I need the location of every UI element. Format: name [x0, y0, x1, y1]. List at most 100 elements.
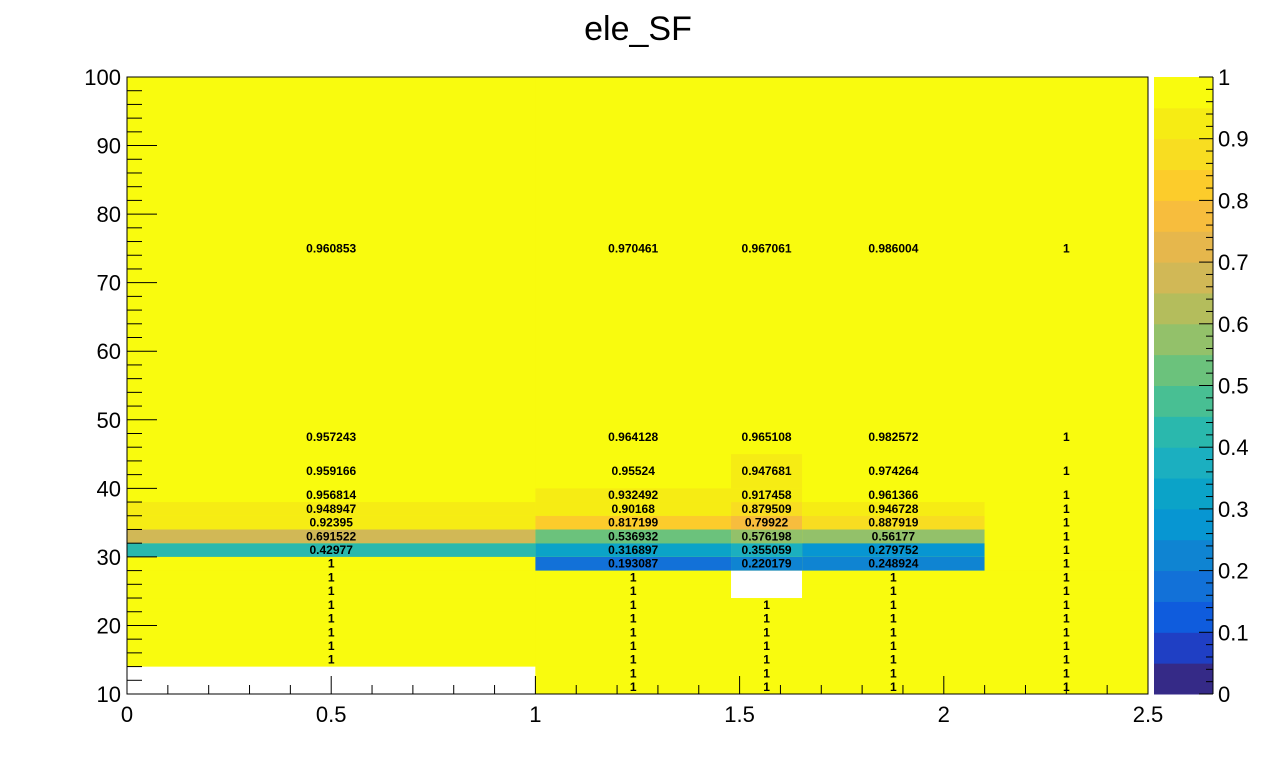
y-tick-label: 10 [97, 682, 121, 707]
y-tick-label: 60 [97, 339, 121, 364]
cell-value-label: 1 [890, 625, 897, 639]
cell-value-label: 1 [890, 639, 897, 653]
heatmap-cell [127, 454, 536, 489]
heatmap-cell-labels: 111111110.429770.6915220.923950.9489470.… [306, 241, 1070, 694]
heatmap-cell [802, 502, 985, 516]
heatmap-cell [731, 652, 803, 667]
cell-value-label: 0.355059 [742, 543, 792, 557]
y-tick-label: 40 [97, 476, 121, 501]
colorbar-segment [1154, 663, 1213, 695]
x-tick-label: 1 [529, 702, 541, 727]
colorbar-segment [1154, 508, 1213, 541]
y-tick-label: 100 [84, 65, 121, 90]
cell-value-label: 1 [763, 625, 770, 639]
heatmap-cell [731, 625, 803, 640]
cell-value-label: 1 [1063, 584, 1070, 598]
heatmap-cell [802, 625, 985, 640]
colorbar-tick-label: 0.9 [1218, 127, 1249, 152]
cell-value-label: 0.986004 [868, 241, 918, 255]
heatmap-cell [802, 529, 985, 544]
cell-value-label: 0.56177 [872, 529, 916, 543]
cell-value-label: 1 [890, 680, 897, 694]
heatmap-cell [802, 652, 985, 667]
cell-value-label: 1 [328, 570, 335, 584]
cell-value-label: 0.193087 [608, 557, 658, 571]
cell-value-label: 1 [1063, 543, 1070, 557]
y-tick-label: 30 [97, 545, 121, 570]
heatmap-cell [802, 611, 985, 626]
heatmap-cell [984, 598, 1148, 612]
cell-value-label: 0.279752 [868, 543, 918, 557]
heatmap-cell [127, 598, 536, 612]
heatmap-cell [731, 454, 803, 489]
heatmap-cell [802, 419, 985, 455]
cell-value-label: 1 [1063, 557, 1070, 571]
y-tick-label: 20 [97, 613, 121, 638]
heatmap-cell [127, 543, 536, 557]
cell-value-label: 1 [1063, 529, 1070, 543]
heatmap-cell [535, 502, 732, 516]
colorbar-segment [1154, 262, 1213, 294]
heatmap-cell [127, 652, 536, 667]
heatmap-cell [535, 611, 732, 626]
cell-value-label: 0.42977 [310, 543, 354, 557]
cell-value-label: 1 [1063, 430, 1070, 444]
heatmap-cell [731, 556, 803, 571]
heatmap-cell [984, 639, 1148, 653]
heatmap-cell [127, 611, 536, 626]
heatmap-cell [535, 625, 732, 640]
heatmap-cells [127, 77, 1148, 694]
colorbar-segment [1154, 385, 1213, 417]
heatmap-cell [802, 543, 985, 557]
cell-value-label: 1 [890, 612, 897, 626]
cell-value-label: 0.817199 [608, 516, 658, 530]
cell-value-label: 0.92395 [310, 516, 354, 530]
cell-value-label: 1 [1063, 598, 1070, 612]
color-scale-bar: 0 0.1 0.2 0.3 0.4 0.5 0.6 0.7 0.8 0.9 1 [1154, 65, 1249, 707]
cell-value-label: 1 [890, 570, 897, 584]
cell-value-label: 0.932492 [608, 488, 658, 502]
cell-value-label: 1 [630, 653, 637, 667]
heatmap-cell [731, 515, 803, 530]
heatmap-cell [535, 570, 732, 585]
colorbar-segment [1154, 323, 1213, 356]
heatmap-cell [802, 584, 985, 599]
cell-value-label: 0.948947 [306, 502, 356, 516]
cell-value-label: 0.946728 [868, 502, 918, 516]
cell-value-label: 1 [1063, 639, 1070, 653]
cell-value-label: 0.879509 [742, 502, 792, 516]
cell-value-label: 0.974264 [868, 464, 918, 478]
cell-value-label: 0.964128 [608, 430, 658, 444]
cell-value-label: 0.961366 [868, 488, 918, 502]
cell-value-label: 0.917458 [742, 488, 792, 502]
heatmap-cell [984, 488, 1148, 503]
heatmap-cell [127, 556, 536, 571]
cell-value-label: 1 [1063, 625, 1070, 639]
cell-value-label: 1 [630, 625, 637, 639]
cell-value-label: 0.316897 [608, 543, 658, 557]
heatmap-cell [984, 584, 1148, 599]
heatmap-cell [535, 543, 732, 557]
heatmap-cell [984, 502, 1148, 516]
colorbar-tick-label: 0.6 [1218, 312, 1249, 337]
heatmap-cell [731, 419, 803, 455]
heatmap-cell [535, 454, 732, 489]
cell-value-label: 1 [630, 570, 637, 584]
cell-value-label: 1 [1063, 653, 1070, 667]
colorbar-tick-label: 0.4 [1218, 435, 1249, 460]
y-tick-label: 50 [97, 408, 121, 433]
colorbar-tick-label: 0.8 [1218, 188, 1249, 213]
colorbar-segment [1154, 478, 1213, 510]
cell-value-label: 0.960853 [306, 241, 356, 255]
cell-value-label: 0.90168 [612, 502, 656, 516]
heatmap-cell [984, 454, 1148, 489]
cell-value-label: 1 [763, 653, 770, 667]
heatmap-cell [535, 488, 732, 503]
heatmap-cell [731, 502, 803, 516]
heatmap-cell [802, 488, 985, 503]
cell-value-label: 0.947681 [742, 464, 792, 478]
cell-value-label: 0.220179 [742, 557, 792, 571]
colorbar-segment [1154, 416, 1213, 448]
y-tick-label: 80 [97, 202, 121, 227]
chart-title: ele_SF [584, 10, 692, 48]
